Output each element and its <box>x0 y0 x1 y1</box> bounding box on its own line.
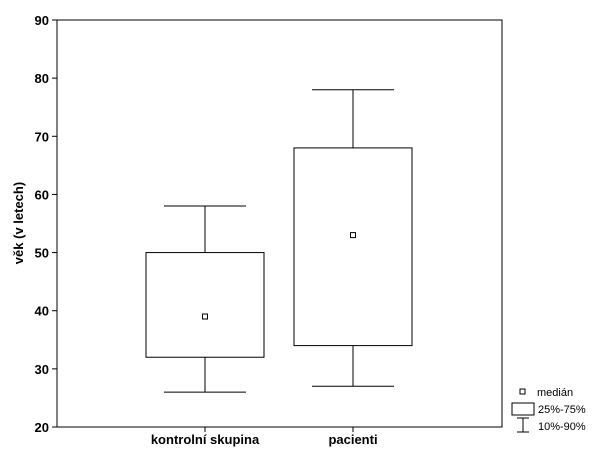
legend-whisker-label: 10%-90% <box>538 421 586 433</box>
legend-box-marker <box>511 402 535 416</box>
x-axis: kontrolní skupina pacienti <box>151 427 378 447</box>
median-marker <box>202 313 208 320</box>
y-tick-label: 70 <box>35 129 49 144</box>
legend: medián 25%-75% 10%-90% <box>511 387 586 433</box>
y-tick-label: 60 <box>35 187 49 202</box>
y-tick-label: 20 <box>35 420 49 435</box>
boxes-layer <box>145 89 413 393</box>
legend-median-marker <box>519 388 526 395</box>
y-tick-label: 30 <box>35 362 49 377</box>
y-axis-label: věk (v letech) <box>11 182 26 264</box>
y-tick-label: 50 <box>35 246 49 261</box>
x-tick-label: pacienti <box>328 432 377 447</box>
y-tick-label: 40 <box>35 304 49 319</box>
median-marker <box>350 232 356 239</box>
legend-box-label: 25%-75% <box>538 404 586 416</box>
y-tick-label: 90 <box>35 13 49 28</box>
box-group <box>293 89 413 387</box>
y-axis: 20 30 40 50 60 70 80 90 <box>35 13 57 435</box>
plot-frame <box>56 19 503 428</box>
box-group <box>145 205 265 393</box>
y-tick-label: 80 <box>35 71 49 86</box>
iqr-box <box>293 147 413 347</box>
iqr-box <box>145 252 265 358</box>
x-tick-label: kontrolní skupina <box>151 432 260 447</box>
legend-median-label: medián <box>537 387 573 399</box>
